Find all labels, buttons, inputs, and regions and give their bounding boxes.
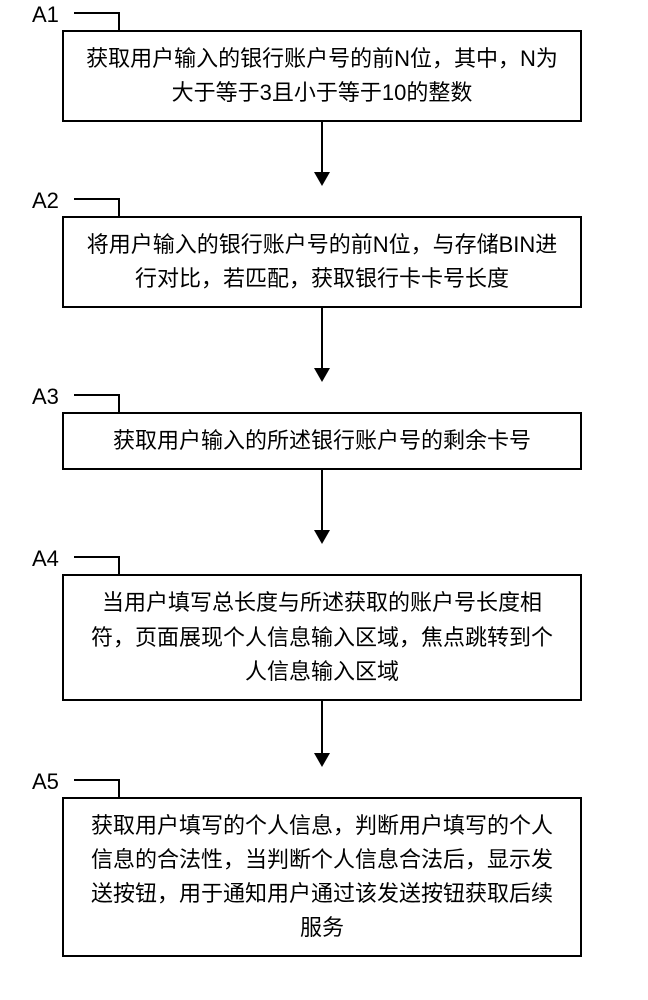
- step-box: 获取用户填写的个人信息，判断用户填写的个人信息的合法性，当判断个人信息合法后，显…: [62, 797, 582, 957]
- step-a3: A3获取用户输入的所述银行账户号的剩余卡号: [44, 412, 604, 470]
- step-box: 当用户填写总长度与所述获取的账户号长度相符，页面展现个人信息输入区域，焦点跳转到…: [62, 574, 582, 700]
- step-a5: A5获取用户填写的个人信息，判断用户填写的个人信息的合法性，当判断个人信息合法后…: [44, 797, 604, 957]
- step-label: A1: [32, 2, 59, 28]
- step-a1: A1获取用户输入的银行账户号的前N位，其中，N为大于等于3且小于等于10的整数: [44, 30, 604, 122]
- arrowhead-icon: [314, 753, 330, 767]
- step-a4: A4当用户填写总长度与所述获取的账户号长度相符，页面展现个人信息输入区域，焦点跳…: [44, 574, 604, 700]
- connector-arrow: [62, 701, 582, 767]
- flowchart-container: A1获取用户输入的银行账户号的前N位，其中，N为大于等于3且小于等于10的整数 A…: [44, 30, 604, 957]
- connector-arrow: [62, 122, 582, 186]
- step-a2: A2将用户输入的银行账户号的前N位，与存储BIN进行对比，若匹配，获取银行卡卡号…: [44, 216, 604, 308]
- step-label: A3: [32, 384, 59, 410]
- step-box: 获取用户输入的所述银行账户号的剩余卡号: [62, 412, 582, 470]
- arrowhead-icon: [314, 172, 330, 186]
- arrowhead-icon: [314, 368, 330, 382]
- connector-arrow: [62, 470, 582, 544]
- step-label: A2: [32, 188, 59, 214]
- step-box: 将用户输入的银行账户号的前N位，与存储BIN进行对比，若匹配，获取银行卡卡号长度: [62, 216, 582, 308]
- step-label: A5: [32, 769, 59, 795]
- connector-arrow: [62, 308, 582, 382]
- arrowhead-icon: [314, 530, 330, 544]
- step-label: A4: [32, 546, 59, 572]
- step-box: 获取用户输入的银行账户号的前N位，其中，N为大于等于3且小于等于10的整数: [62, 30, 582, 122]
